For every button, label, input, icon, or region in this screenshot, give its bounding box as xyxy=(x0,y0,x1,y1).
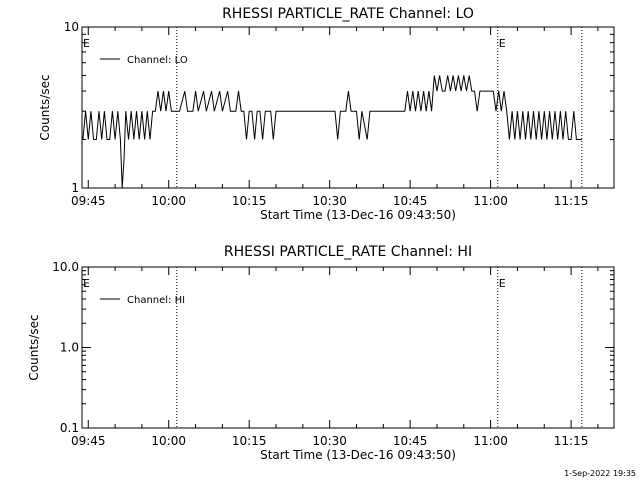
x-tick-label: 09:45 xyxy=(71,194,106,208)
x-axis-title: Start Time (13-Dec-16 09:43:50) xyxy=(260,208,456,222)
chart-title: RHESSI PARTICLE_RATE Channel: HI xyxy=(224,244,472,260)
y-tick-label: 10.0 xyxy=(52,260,79,274)
x-tick-label: 11:00 xyxy=(473,194,508,208)
event-line-label: E xyxy=(499,277,506,290)
x-tick-label: 10:15 xyxy=(232,194,267,208)
chart-title: RHESSI PARTICLE_RATE Channel: LO xyxy=(222,6,474,22)
edge-marker-label: E xyxy=(83,37,90,50)
timestamp: 1-Sep-2022 19:35 xyxy=(564,469,636,478)
x-tick-label: 11:00 xyxy=(473,434,508,448)
x-tick-label: 10:30 xyxy=(312,194,347,208)
x-tick-label: 10:30 xyxy=(312,434,347,448)
chart-panel-2: RHESSI PARTICLE_RATE Channel: HI 09:45 10:… xyxy=(27,244,615,462)
x-tick-label: 11:15 xyxy=(554,434,589,448)
x-axis-title: Start Time (13-Dec-16 09:43:50) xyxy=(260,448,456,462)
x-tick-label: 10:00 xyxy=(151,194,186,208)
y-tick-label: 1 xyxy=(71,181,79,195)
legend-entry: Channel: HI xyxy=(127,295,185,306)
y-axis-title: Counts/sec xyxy=(27,314,41,380)
chart-panel-1: RHESSI PARTICLE_RATE Channel: LO 09:45 10:… xyxy=(38,6,615,222)
series-line xyxy=(82,75,582,189)
x-tick-label: 09:45 xyxy=(71,434,106,448)
edge-marker-label: E xyxy=(83,277,90,290)
y-tick-label: 1.0 xyxy=(60,341,79,355)
y-tick-label: 10 xyxy=(64,20,79,34)
event-line-label: E xyxy=(499,37,506,50)
x-tick-label: 10:45 xyxy=(393,434,428,448)
plot-frame xyxy=(81,266,615,429)
y-axis-title: Counts/sec xyxy=(38,74,52,140)
x-tick-label: 11:15 xyxy=(554,194,589,208)
legend-entry: Channel: LO xyxy=(127,55,188,66)
plot-frame xyxy=(81,26,615,189)
x-tick-label: 10:00 xyxy=(151,434,186,448)
x-tick-label: 10:45 xyxy=(393,194,428,208)
y-tick-label: 0.1 xyxy=(60,421,79,435)
x-tick-label: 10:15 xyxy=(232,434,267,448)
